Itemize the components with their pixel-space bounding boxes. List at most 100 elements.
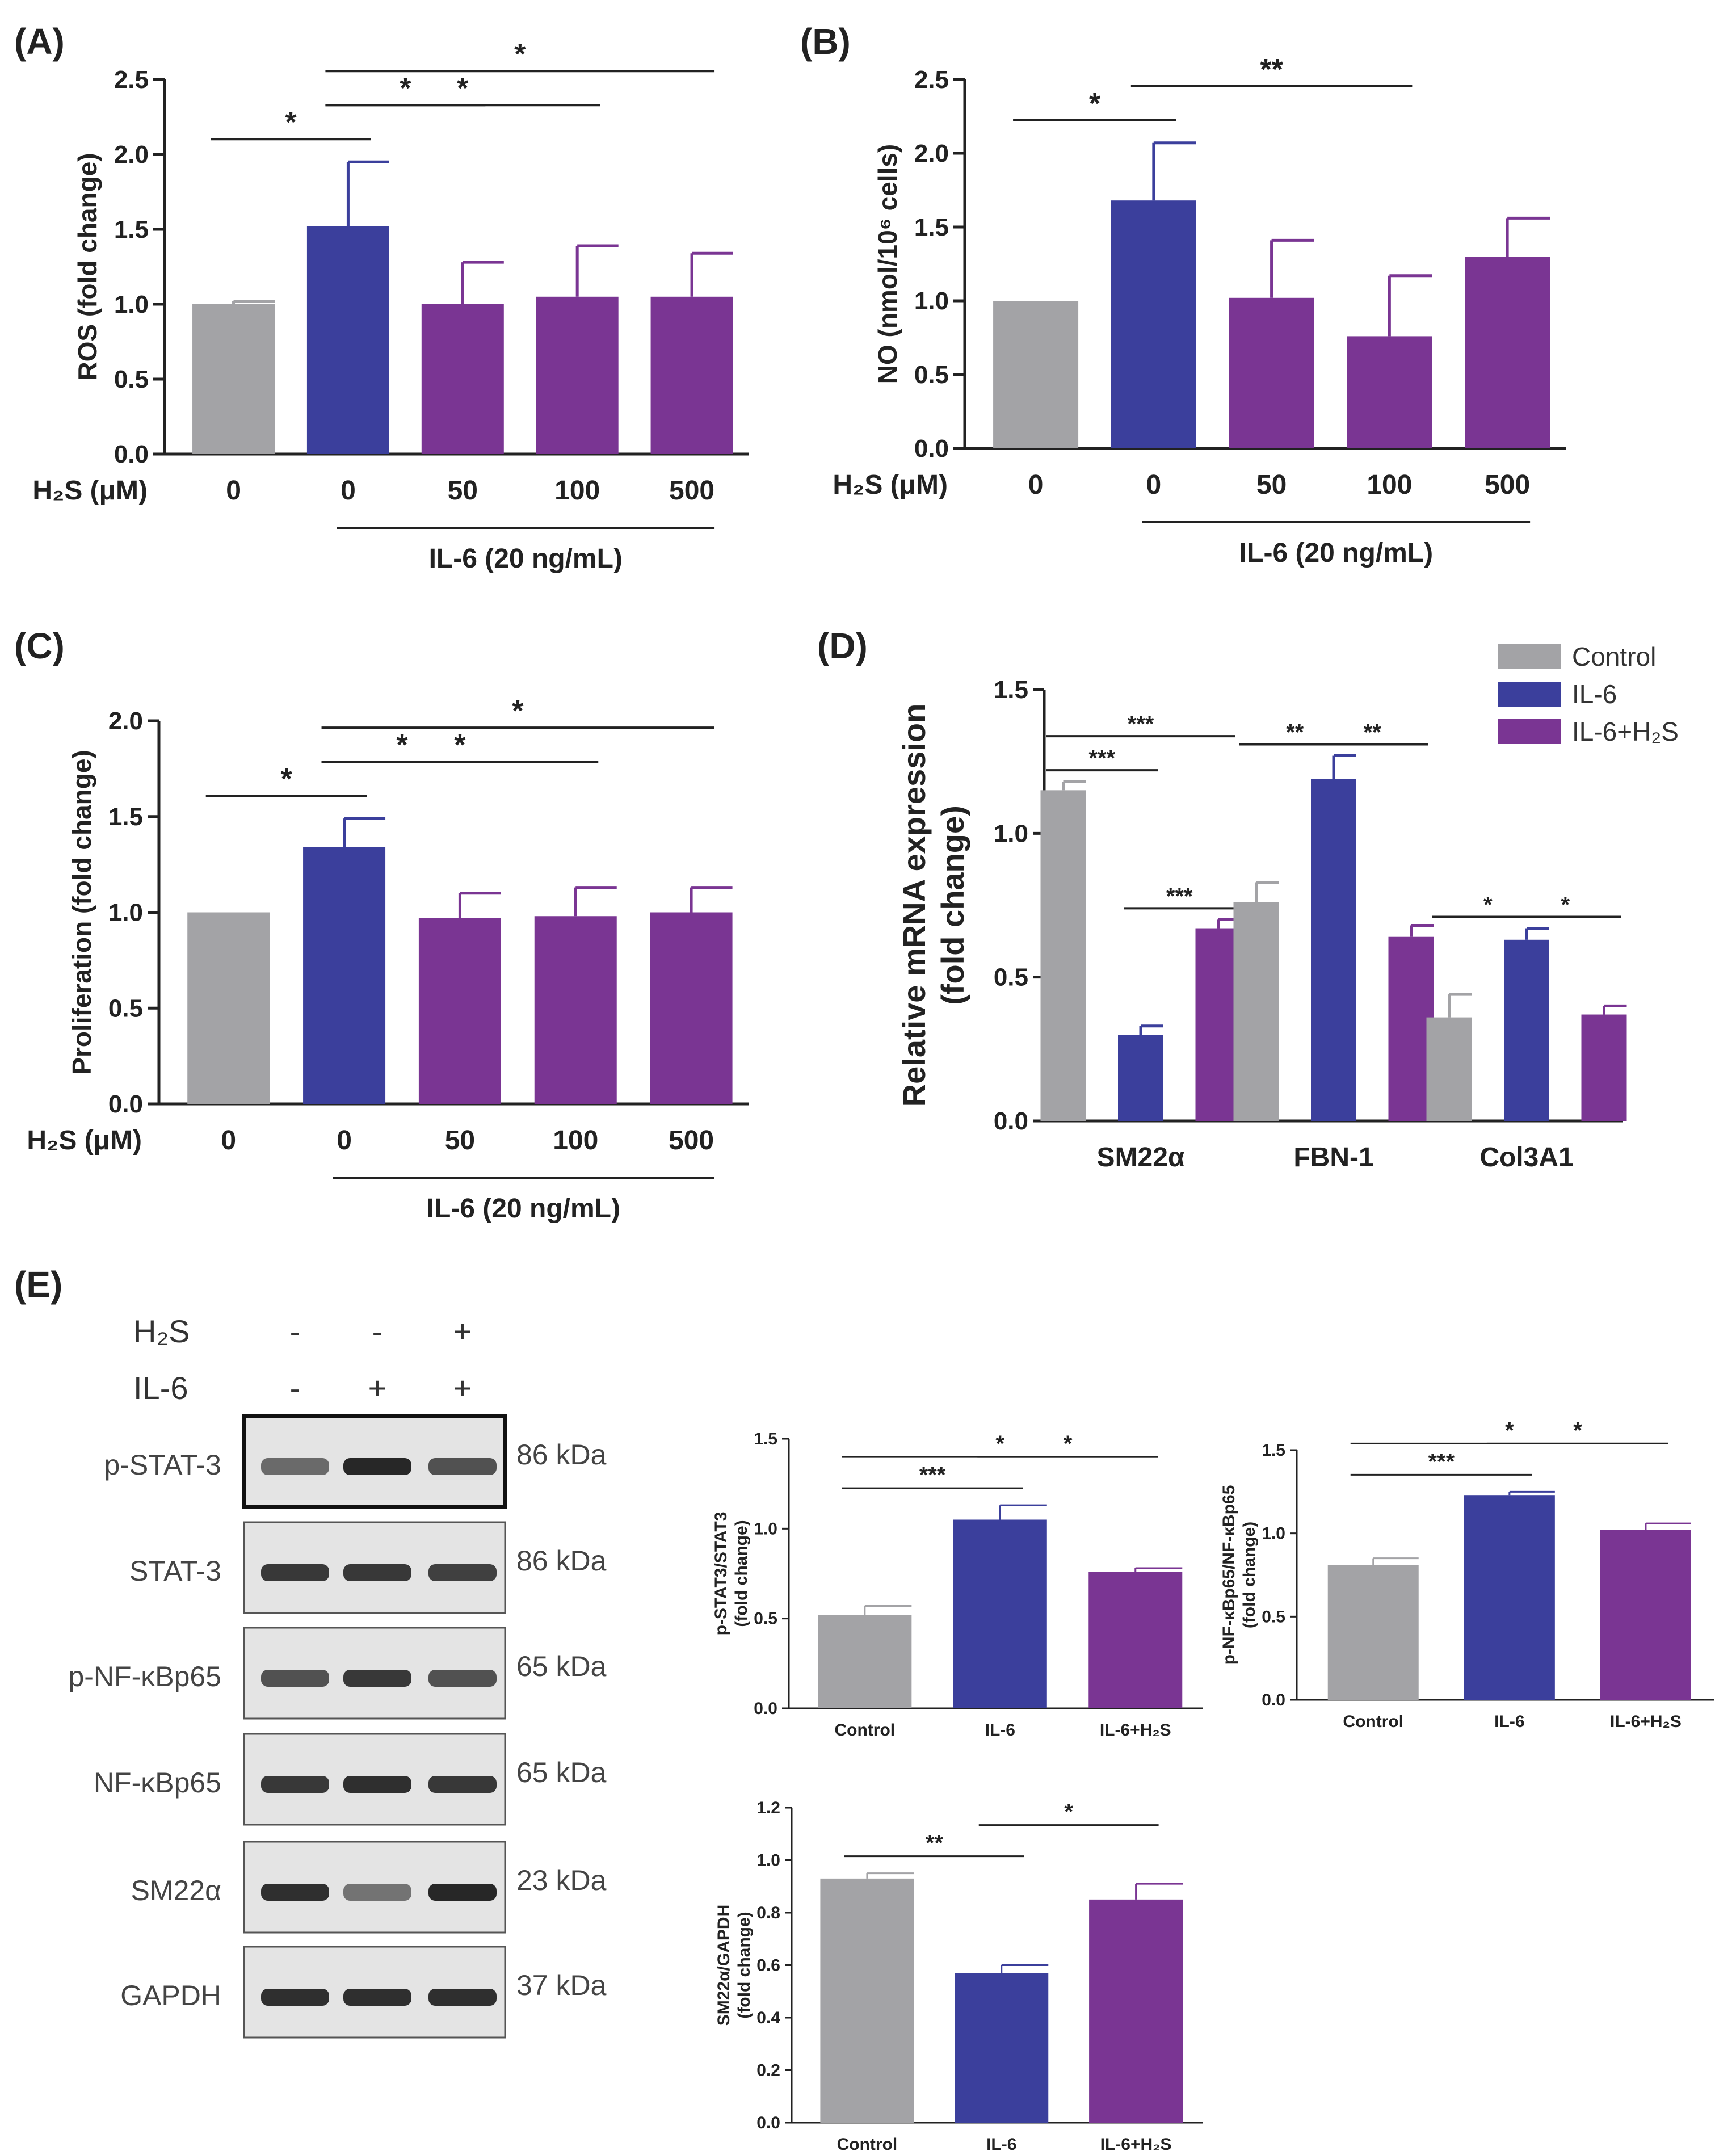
blot-band: [343, 1458, 411, 1475]
category-label: Control: [1343, 1712, 1403, 1731]
bar: [1464, 1495, 1555, 1700]
y-tick-label: 0.0: [994, 1107, 1028, 1135]
y-tick-label: 0.6: [756, 1956, 780, 1975]
group-label: IL-6 (20 ng/mL): [1239, 538, 1433, 568]
bar: [187, 912, 270, 1104]
bar: [1229, 297, 1314, 448]
blot-kda-label: 65 kDa: [516, 1757, 607, 1788]
bar: [303, 847, 386, 1104]
category-label: 500: [1485, 470, 1530, 500]
bar: [1465, 257, 1550, 448]
bar: [993, 301, 1079, 448]
significance-marker: *: [1089, 87, 1101, 120]
y-tick-label: 0.5: [994, 964, 1028, 992]
significance-marker: *: [454, 729, 466, 762]
blot-band: [428, 1776, 497, 1793]
bar: [192, 304, 275, 454]
bar: [1426, 1017, 1472, 1121]
blot-kda-label: 86 kDa: [516, 1545, 607, 1577]
blot-band: [343, 1564, 411, 1581]
chart-B: 0.0 0.5 1.0 1.5 2.0 2.5 NO (nmol/10⁶ cells) (B)…: [800, 21, 1566, 568]
significance-marker: *: [512, 695, 524, 728]
y-tick-label: 1.0: [756, 1851, 780, 1870]
y-tick-label: 0.4: [756, 2009, 780, 2027]
bar: [1311, 779, 1356, 1121]
group-label: IL-6 (20 ng/mL): [427, 1194, 620, 1224]
blot-protein-label: p-NF-κBp65: [68, 1661, 221, 1692]
significance-marker: *: [396, 729, 408, 762]
blot-band: [343, 1776, 411, 1793]
significance-marker: ***: [1428, 1449, 1455, 1474]
chart-E3: 0.0 0.2 0.4 0.6 0.8 1.0 1.2 SM22α/GAPDH (fold ch…: [714, 1799, 1203, 2154]
significance-marker: *: [1483, 893, 1493, 918]
y-tick-label: 0.2: [756, 2061, 780, 2080]
category-label: IL-6+H₂S: [1610, 1712, 1682, 1731]
blot-kda-label: 23 kDa: [516, 1864, 607, 1896]
y-tick-label: 1.0: [914, 287, 949, 315]
category-label: 500: [669, 476, 714, 506]
blot-kda-label: 37 kDa: [516, 1969, 607, 2001]
significance-marker: *: [1505, 1418, 1514, 1443]
y-tick-label: 0.0: [754, 1699, 777, 1718]
y-axis-label: p-NF-κBp65/NF-κBp65: [1220, 1485, 1238, 1665]
y-axis-label-2: (fold change): [732, 1520, 751, 1627]
category-label: Col3A1: [1479, 1142, 1573, 1173]
category-label: 0: [226, 476, 241, 506]
bar: [1504, 939, 1549, 1121]
blot-protein-label: NF-κBp65: [94, 1767, 221, 1799]
blot-band: [428, 1564, 497, 1581]
bar: [1600, 1530, 1691, 1700]
bar: [1089, 1899, 1183, 2123]
y-tick-label: 0.0: [108, 1090, 143, 1118]
category-label: IL-6: [986, 2135, 1016, 2154]
legend-swatch: [1498, 644, 1561, 669]
significance-marker: *: [1064, 1800, 1073, 1825]
y-axis-label-2: (fold change): [1240, 1522, 1259, 1628]
panel-letter: (B): [800, 21, 851, 62]
blot-band: [261, 1776, 329, 1793]
panel-letter: (D): [817, 625, 868, 666]
y-tick-label: 0.0: [114, 440, 149, 468]
y-axis-label: ROS (fold change): [73, 153, 102, 380]
y-tick-label: 1.5: [108, 803, 143, 831]
y-tick-label: 1.0: [108, 899, 143, 927]
y-tick-label: 0.0: [756, 2114, 780, 2132]
bar: [818, 1615, 912, 1708]
y-tick-label: 2.5: [914, 66, 949, 94]
significance-marker: *: [1573, 1418, 1582, 1443]
category-label: 100: [553, 1125, 598, 1156]
y-axis-label-2: (fold change): [735, 1912, 754, 2018]
chart-E1: 0.0 0.5 1.0 1.5 p-STAT3/STAT3 (fold change) Co…: [712, 1430, 1203, 1740]
y-axis-label: Relative mRNA expression: [896, 704, 932, 1107]
significance-marker: *: [400, 72, 411, 105]
treatment-sign: +: [453, 1313, 472, 1349]
significance-marker: *: [1064, 1431, 1073, 1456]
bar: [421, 304, 504, 454]
y-tick-label: 1.5: [994, 676, 1028, 704]
x-prefix-label: H₂S (μM): [833, 470, 948, 500]
y-tick-label: 1.5: [114, 216, 149, 243]
y-tick-label: 0.8: [756, 1904, 780, 1922]
significance-marker: **: [1260, 53, 1283, 86]
y-axis-label: Proliferation (fold change): [67, 750, 96, 1074]
significance-marker: **: [926, 1831, 944, 1856]
group-label: IL-6 (20 ng/mL): [429, 544, 623, 574]
blot-band: [343, 1884, 411, 1901]
blot-band: [428, 1989, 497, 2006]
category-label: IL-6+H₂S: [1100, 1721, 1171, 1740]
bar: [820, 1878, 914, 2123]
significance-marker: *: [281, 763, 293, 796]
bar: [418, 918, 501, 1104]
bar: [650, 296, 733, 454]
legend-swatch: [1498, 682, 1561, 707]
y-tick-label: 2.5: [114, 66, 149, 94]
y-tick-label: 1.0: [754, 1519, 777, 1538]
y-tick-label: 0.5: [914, 361, 949, 389]
y-tick-label: 1.5: [754, 1430, 777, 1448]
bar: [1195, 928, 1241, 1121]
category-label: 50: [448, 476, 478, 506]
y-tick-label: 1.0: [114, 291, 149, 318]
chart-A: 0.0 0.5 1.0 1.5 2.0 2.5 ROS (fold change) (A) 0 0…: [14, 21, 749, 574]
category-label: 100: [1367, 470, 1412, 500]
